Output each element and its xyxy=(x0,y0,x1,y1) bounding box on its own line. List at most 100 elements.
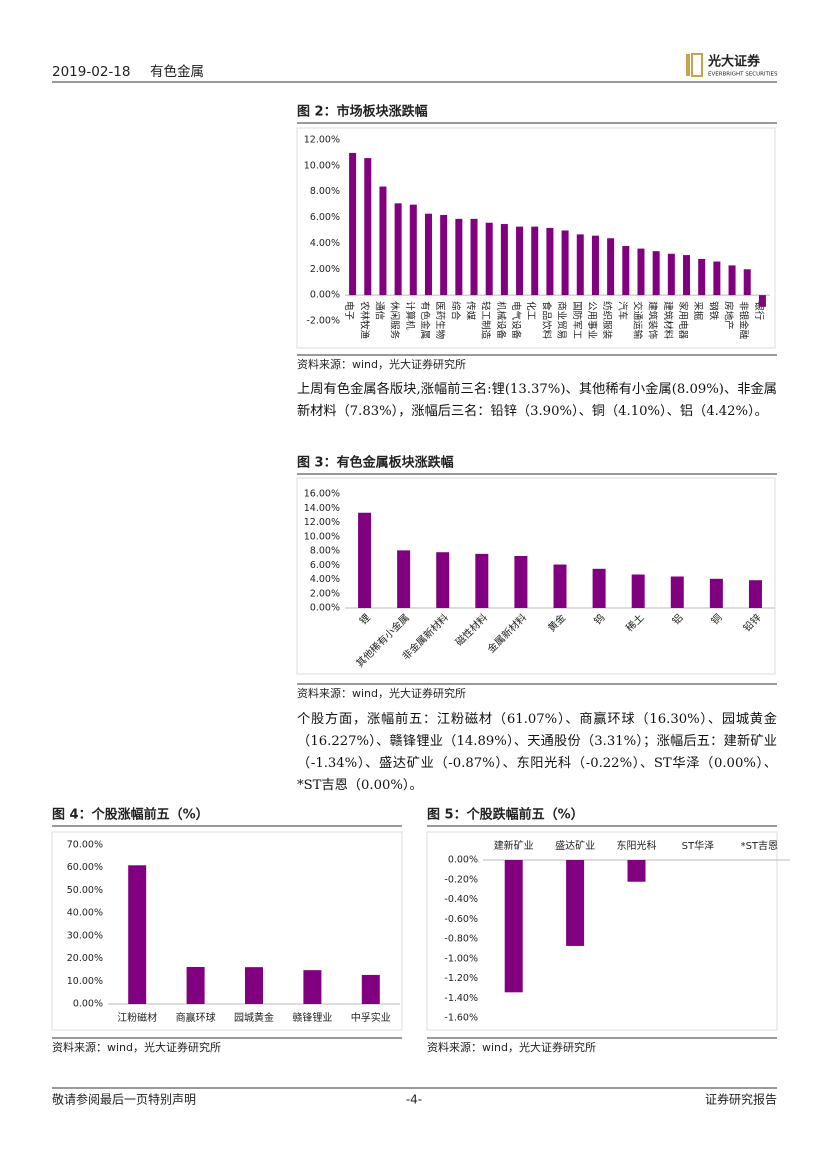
y-tick-label: 0.00% xyxy=(310,290,340,301)
y-tick-label: -0.40% xyxy=(444,894,478,905)
x-tick-label: 江粉磁材 xyxy=(117,1011,157,1024)
footer-page: -4- xyxy=(406,1093,422,1107)
bar xyxy=(566,860,585,946)
x-tick-label: 磁性材料 xyxy=(453,611,490,648)
paragraph: 个股方面，涨幅前五：江粉磁材（61.07%）、商赢环球（16.30%）、园城黄金… xyxy=(297,712,777,793)
y-tick-label: 0.00% xyxy=(73,999,103,1010)
bar xyxy=(358,512,372,608)
y-tick-label: 10.00% xyxy=(304,531,340,542)
y-tick-label: 4.00% xyxy=(310,238,340,249)
y-tick-label: -2.00% xyxy=(306,316,340,327)
bar xyxy=(514,555,528,608)
y-tick-label: 0.00% xyxy=(448,855,478,866)
bar xyxy=(245,967,263,1004)
y-tick-label: 0.00% xyxy=(310,603,340,614)
bar xyxy=(748,580,762,608)
bar xyxy=(698,258,706,296)
logo-english: EVERBRIGHT SECURITIES xyxy=(708,72,778,78)
footer-left: 敬请参阅最后一页特别声明 xyxy=(52,1092,196,1107)
y-tick-label: 2.00% xyxy=(310,264,340,275)
y-tick-label: 12.00% xyxy=(304,517,340,528)
logo-name: 光大证券 xyxy=(707,54,761,70)
bar xyxy=(592,568,606,608)
figure-source: 资料来源：wind，光大证券研究所 xyxy=(297,686,466,700)
x-tick-label: 轻工制造 xyxy=(480,301,492,340)
y-tick-label: 60.00% xyxy=(67,862,103,873)
header-sector: 有色金属 xyxy=(150,63,204,80)
bar xyxy=(576,234,584,296)
logo-icon xyxy=(691,53,703,77)
figure-source: 资料来源：wind，光大证券研究所 xyxy=(52,1040,221,1054)
y-tick-label: -1.60% xyxy=(444,1013,478,1024)
x-tick-label: 国防军工 xyxy=(571,301,583,340)
x-tick-label: 采掘 xyxy=(692,301,704,320)
x-tick-label: 建筑材料 xyxy=(662,301,674,340)
bar xyxy=(713,261,721,296)
bar xyxy=(561,230,569,296)
y-tick-label: -1.40% xyxy=(444,993,478,1004)
bar xyxy=(397,550,411,608)
bar xyxy=(485,222,493,296)
x-tick-label: 电气设备 xyxy=(510,301,522,340)
x-tick-label: 钨 xyxy=(591,611,607,627)
y-tick-label: 6.00% xyxy=(310,212,340,223)
y-tick-label: 4.00% xyxy=(310,574,340,585)
y-tick-label: 70.00% xyxy=(67,840,103,851)
bar xyxy=(361,974,380,1004)
bar xyxy=(128,865,147,1004)
x-tick-label: 农林牧渔 xyxy=(358,301,370,340)
chart-frame xyxy=(51,831,403,1031)
bar xyxy=(409,204,417,296)
x-tick-label: 铅锌 xyxy=(740,611,763,634)
x-tick-label: 铜 xyxy=(709,612,725,628)
bar xyxy=(758,295,766,307)
x-tick-label: 园城黄金 xyxy=(234,1011,274,1024)
x-tick-label: 钢铁 xyxy=(707,301,719,321)
x-tick-label: 建筑装饰 xyxy=(647,301,659,339)
bar xyxy=(637,248,645,296)
bar xyxy=(455,218,463,296)
x-tick-label: ST华泽 xyxy=(682,839,714,852)
figure-source: 资料来源：wind，光大证券研究所 xyxy=(427,1040,596,1054)
y-tick-label: 8.00% xyxy=(310,186,340,197)
bar xyxy=(553,564,567,608)
bar xyxy=(631,574,645,608)
bar xyxy=(683,255,691,296)
bar xyxy=(364,158,372,296)
bar xyxy=(504,860,523,993)
y-tick-label: 20.00% xyxy=(67,953,103,964)
bar xyxy=(440,214,448,296)
bar xyxy=(424,213,432,296)
bar xyxy=(303,970,322,1004)
x-tick-label: 赣锋锂业 xyxy=(292,1011,332,1024)
y-tick-label: 8.00% xyxy=(310,546,340,557)
bar xyxy=(591,235,599,296)
y-tick-label: -1.20% xyxy=(444,973,478,984)
x-tick-label: 铝 xyxy=(670,612,686,628)
x-tick-label: 综合 xyxy=(449,301,461,321)
y-tick-label: 6.00% xyxy=(310,560,340,571)
x-tick-label: 食品饮料 xyxy=(540,301,552,340)
y-tick-label: 30.00% xyxy=(67,930,103,941)
figure-source: 资料来源：wind，光大证券研究所 xyxy=(297,357,466,371)
x-tick-label: 电子 xyxy=(343,301,355,321)
footer-right: 证券研究报告 xyxy=(705,1092,777,1107)
y-tick-label: 2.00% xyxy=(310,588,340,599)
chart-frame xyxy=(296,477,776,675)
y-tick-label: -0.20% xyxy=(444,874,478,885)
x-tick-label: 医药生物 xyxy=(434,301,446,340)
x-tick-label: *ST吉恩 xyxy=(741,840,778,852)
y-tick-label: -0.80% xyxy=(444,934,478,945)
bar xyxy=(670,576,684,608)
bar xyxy=(652,251,660,296)
y-tick-label: -0.60% xyxy=(444,914,478,925)
y-tick-label: 10.00% xyxy=(304,160,340,171)
x-tick-label: 房地产 xyxy=(723,301,735,330)
x-tick-label: 传媒 xyxy=(465,301,477,321)
x-tick-label: 交通运输 xyxy=(631,301,643,340)
bar xyxy=(667,253,675,296)
figure-title: 图 4：个股涨幅前五（%） xyxy=(52,807,209,823)
figure-title: 图 5：个股跌幅前五（%） xyxy=(427,807,584,823)
